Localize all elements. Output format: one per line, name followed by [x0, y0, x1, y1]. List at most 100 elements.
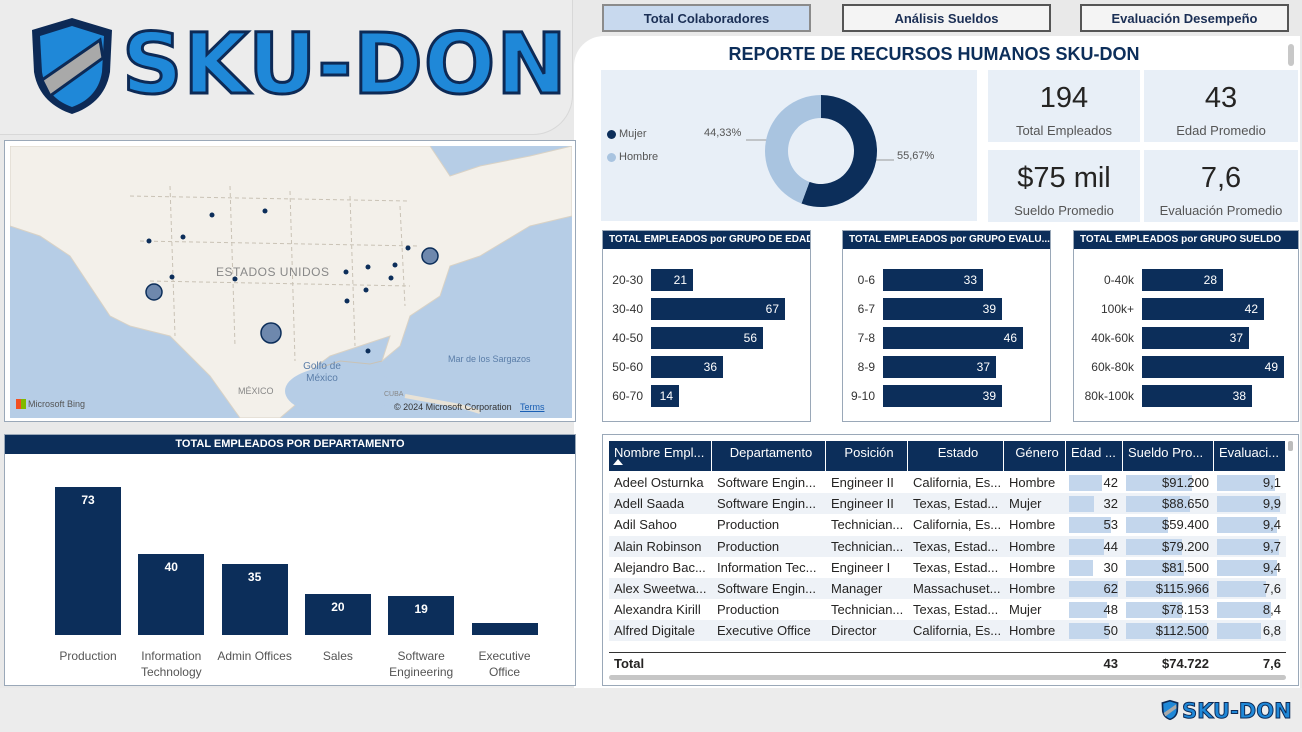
bar[interactable]: 37	[1142, 327, 1249, 349]
nav-analisis-sueldos[interactable]: Análisis Sueldos	[842, 4, 1051, 32]
bar[interactable]: 38	[1142, 385, 1252, 407]
bar[interactable]: 36	[651, 356, 723, 378]
category-label-line: Engineering	[389, 665, 454, 679]
bar-value-label: 42	[1244, 302, 1258, 316]
table-hscroll[interactable]	[609, 675, 1286, 680]
footer-logo: SKU-DON	[1182, 699, 1293, 724]
cell-data-bar	[1126, 623, 1207, 640]
table-row[interactable]	[609, 472, 1286, 493]
bar[interactable]: 39	[883, 298, 1002, 320]
us-map[interactable]	[10, 146, 572, 418]
bar-category-label: 9-10	[850, 389, 875, 403]
bar[interactable]: 42	[1142, 298, 1264, 320]
bar[interactable]: 67	[651, 298, 785, 320]
kpi-label: Total Empleados	[1015, 123, 1113, 138]
table-scroll-thumb[interactable]	[1288, 441, 1293, 451]
bar[interactable]: 49	[1142, 356, 1284, 378]
column-header[interactable]: Posición	[826, 441, 908, 471]
department-category-label: Information Technology	[126, 648, 216, 680]
donut-slice-mujer[interactable]	[801, 95, 877, 207]
bar-category-label: 8-9	[857, 360, 875, 374]
bar-category-label: 60-70	[612, 389, 643, 403]
table-cell: 53	[1103, 517, 1118, 533]
table-cell: Production	[717, 517, 780, 533]
column-header[interactable]: Estado	[908, 441, 1004, 471]
bar-category-label: 6-7	[857, 302, 875, 316]
department-bar[interactable]: 20	[304, 594, 371, 635]
bar-category-label: 40k-60k	[1091, 331, 1134, 345]
table-cell: Director	[831, 623, 877, 639]
bar[interactable]: 33	[883, 269, 983, 291]
footer-shield-icon	[1161, 699, 1179, 721]
table-header	[609, 441, 1286, 471]
department-bar[interactable]: 35	[221, 564, 288, 635]
table-cell: Texas, Estad...	[913, 602, 999, 618]
table-row[interactable]	[609, 493, 1286, 515]
department-bar[interactable]	[471, 623, 538, 635]
bar[interactable]: 28	[1142, 269, 1223, 291]
bar-value-label: 37	[1229, 331, 1243, 345]
bar-category-label: 40-50	[612, 331, 643, 345]
table-row[interactable]	[609, 599, 1286, 621]
bar[interactable]: 21	[651, 269, 693, 291]
bar-value-label: 46	[1003, 331, 1017, 345]
department-bar[interactable]: 40	[138, 554, 205, 635]
donut-slice-hombre[interactable]	[764, 95, 821, 204]
scrollbar-thumb[interactable]	[1288, 44, 1294, 66]
bar-value-label: 20	[331, 600, 345, 614]
department-bar[interactable]: 73	[55, 487, 121, 635]
bar-category-label: 50-60	[612, 360, 643, 374]
bar[interactable]: 39	[883, 385, 1002, 407]
column-header[interactable]: Evaluaci...	[1214, 441, 1286, 471]
bar-value-label: 38	[1232, 389, 1246, 403]
table-cell: Engineer II	[831, 475, 894, 490]
cell-data-bar	[1069, 538, 1104, 555]
table-cell: $78.153	[1162, 602, 1209, 618]
map-bubble[interactable]	[260, 322, 282, 344]
bar[interactable]: 37	[883, 356, 996, 378]
table-cell: 44	[1103, 538, 1118, 554]
total-row	[609, 652, 1286, 675]
table-cell: $115.966	[1155, 581, 1209, 596]
total-cell: $74.722	[1162, 656, 1209, 671]
table-row[interactable]	[609, 620, 1286, 642]
kpi-value: 7,6	[1200, 162, 1242, 194]
bar-value-label: 37	[976, 360, 990, 374]
cell-data-bar	[1217, 602, 1271, 619]
bar-category-label: 60k-80k	[1091, 360, 1134, 374]
table-row[interactable]	[609, 535, 1286, 557]
table-cell: 9,4	[1262, 517, 1281, 533]
map-terms-link[interactable]: Terms	[520, 402, 545, 412]
map-bubble[interactable]	[421, 247, 439, 265]
column-header[interactable]: Sueldo Pro...	[1123, 441, 1214, 471]
department-category-label: Production	[43, 648, 133, 664]
bar[interactable]: 14	[651, 385, 679, 407]
map-bubble[interactable]	[145, 283, 163, 301]
table-cell: Hombre	[1009, 559, 1056, 575]
total-cell: 43	[1103, 656, 1118, 671]
table-cell: California, Es...	[913, 475, 1002, 490]
bar-category-label: 80k-100k	[1084, 389, 1134, 403]
nav-evaluacion-desempeno[interactable]: Evaluación Desempeño	[1080, 4, 1289, 32]
table-cell: 62	[1103, 581, 1118, 596]
table-row[interactable]	[609, 556, 1286, 578]
table-row[interactable]	[609, 514, 1286, 536]
bar[interactable]: 56	[651, 327, 763, 349]
table-cell: Technician...	[831, 602, 904, 618]
table-cell: $91.200	[1162, 475, 1209, 490]
sort-ascending-icon[interactable]	[613, 459, 623, 465]
nav-total-colaboradores[interactable]: Total Colaboradores	[602, 4, 811, 32]
department-category-label: Sales	[293, 648, 383, 664]
column-header[interactable]: Departamento	[712, 441, 826, 471]
category-label-line: Information	[141, 649, 202, 663]
legend-label: Mujer	[619, 128, 647, 140]
department-bar[interactable]: 19	[388, 596, 455, 635]
table-cell: Alexandra Kirill	[614, 602, 701, 618]
table-cell: Hombre	[1009, 581, 1056, 596]
bar[interactable]: 46	[883, 327, 1023, 349]
column-header[interactable]: Género	[1004, 441, 1066, 471]
column-header[interactable]: Nombre Empl...	[609, 441, 712, 471]
cell-data-bar	[1126, 538, 1182, 555]
table-cell: Adeel Osturnka	[614, 475, 704, 490]
column-header[interactable]: Edad ...	[1066, 441, 1123, 471]
